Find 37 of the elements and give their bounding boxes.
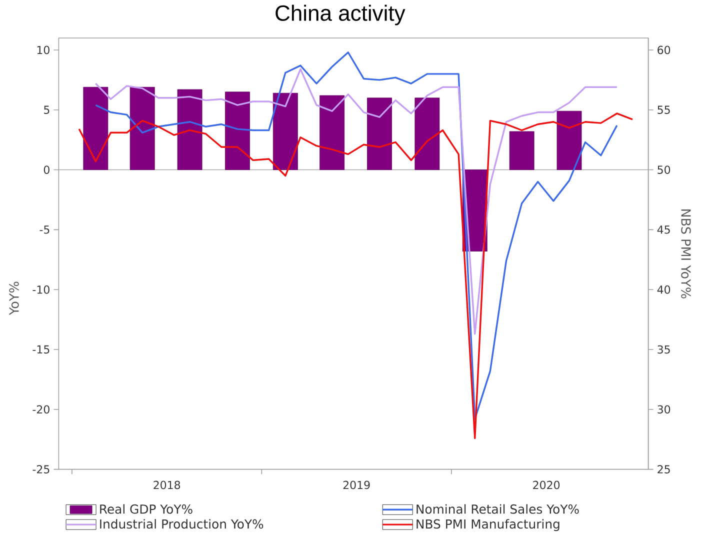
y2-tick-label: 35 <box>658 345 670 354</box>
bar <box>414 98 440 170</box>
y2-tick-label: 30 <box>658 405 670 414</box>
y-tick-label: 10 <box>37 46 50 54</box>
x-tick-label: 2019 <box>343 480 370 490</box>
bar <box>320 95 345 170</box>
y2-tick-label: 40 <box>657 285 670 294</box>
line-series <box>78 112 634 439</box>
bar <box>509 131 534 170</box>
x-tick-label: 2020 <box>533 480 560 490</box>
y-axis-title: YoY% <box>9 282 19 316</box>
y-tick-label: -20 <box>32 405 50 414</box>
legend-label: Real GDP YoY% <box>100 504 192 514</box>
y2-tick-label: 60 <box>658 46 670 54</box>
y-tick-label: -25 <box>32 465 50 474</box>
y2-tick-label: 25 <box>658 465 670 474</box>
legend-label: Nominal Retail Sales YoY% <box>416 504 579 514</box>
y-tick-label: -15 <box>32 345 50 354</box>
bar <box>177 89 202 170</box>
y2-tick-label: 50 <box>658 166 670 174</box>
bar <box>83 86 108 170</box>
legend-label: NBS PMI Manufacturing <box>416 519 560 532</box>
y-tick-label: -5 <box>40 226 50 234</box>
legend-label: Industrial Production YoY% <box>100 519 264 529</box>
bar <box>130 86 155 170</box>
y2-tick-label: 45 <box>657 226 670 234</box>
y-tick-label: 5 <box>44 106 50 114</box>
bar <box>272 92 298 170</box>
y-tick-label: 0 <box>44 166 50 174</box>
y2-axis-title: NBS PMI YoY% <box>681 209 691 298</box>
bar <box>367 98 392 170</box>
bar <box>556 110 582 170</box>
bar <box>225 92 250 170</box>
chart-title: China activity <box>276 4 406 26</box>
x-tick-label: 2018 <box>154 480 180 490</box>
y2-tick-label: 55 <box>658 106 670 114</box>
y-tick-label: -10 <box>32 285 50 294</box>
